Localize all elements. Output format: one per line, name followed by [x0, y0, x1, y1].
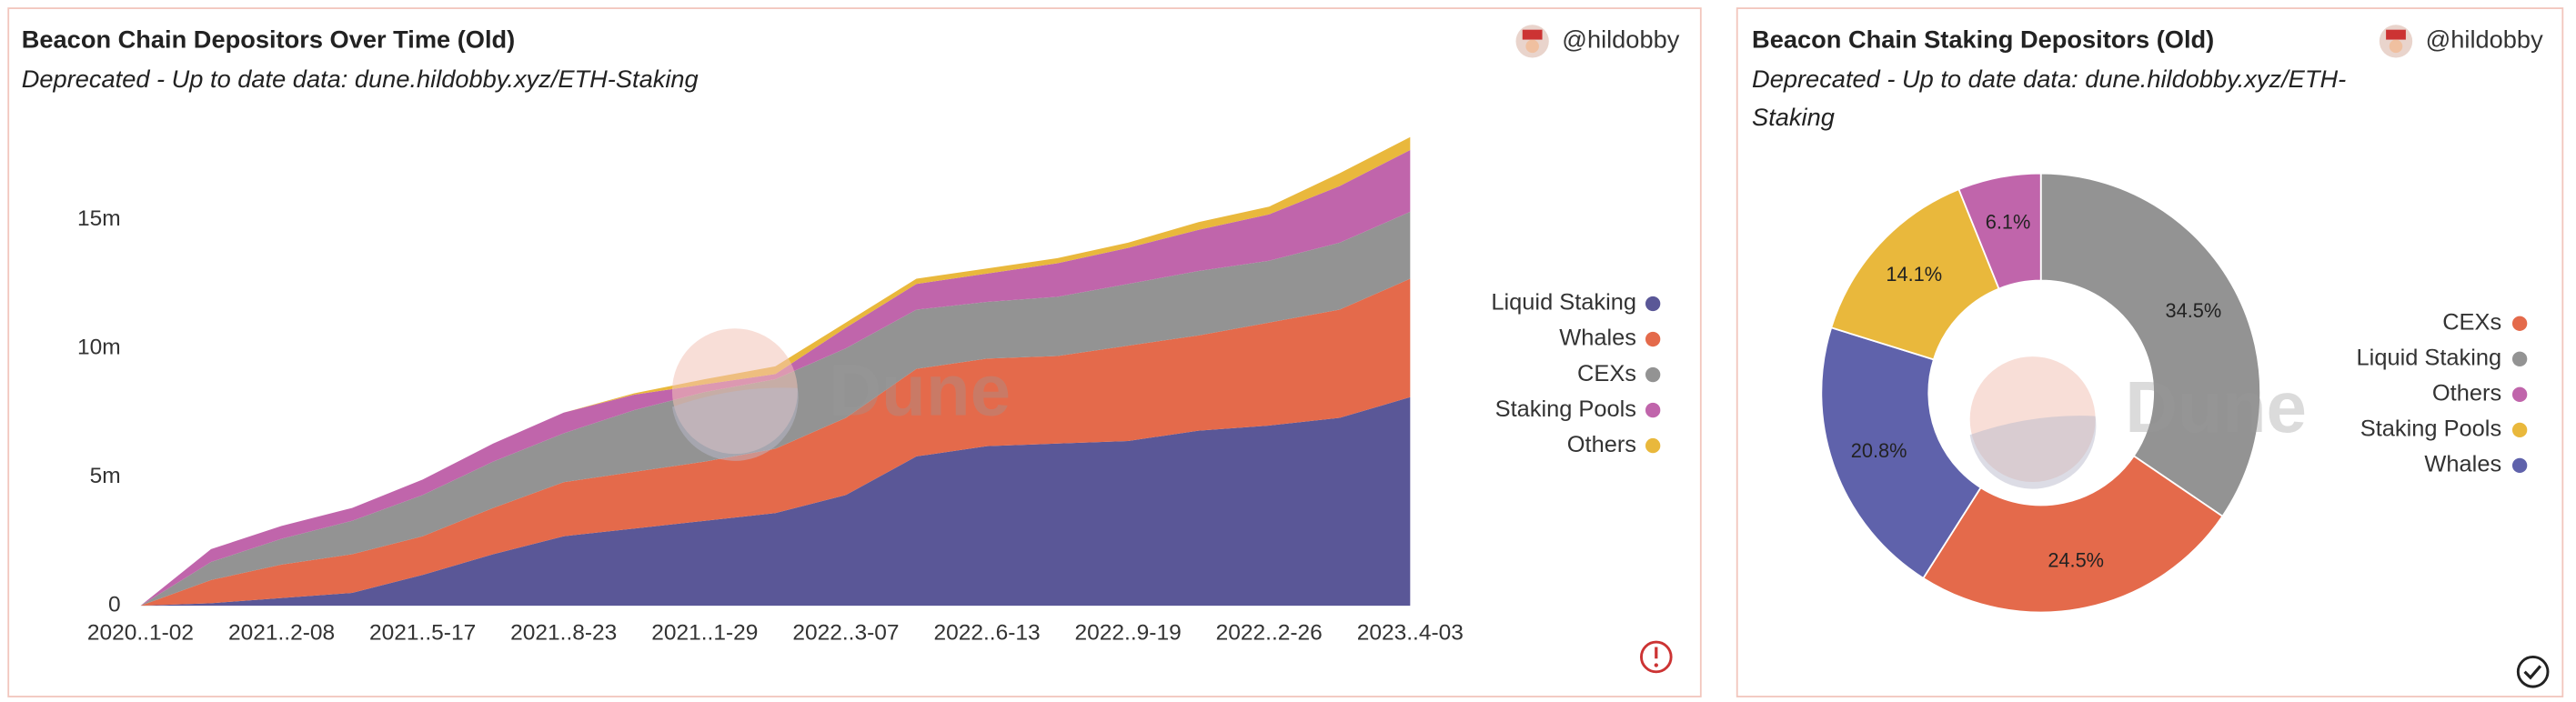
x-tick-label: 2021..2-08 [228, 621, 335, 646]
x-tick-label: 2021..8-23 [510, 621, 617, 646]
watermark-logo [671, 387, 799, 461]
slice [1922, 455, 2224, 614]
watermark: Dune [829, 350, 1011, 431]
y-tick-label: 0 [108, 593, 121, 617]
warning-icon[interactable] [1639, 640, 1673, 674]
legend-label: Staking Pools [2360, 416, 2501, 442]
avatar [2379, 25, 2413, 58]
legend-swatch [2511, 386, 2528, 402]
slice [1820, 326, 1982, 580]
slice-label: 14.1% [1886, 263, 1942, 286]
area [140, 278, 1411, 607]
x-tick-label: 2023..4-03 [1357, 621, 1464, 646]
slice-label: 20.8% [1851, 439, 1907, 462]
legend-swatch [2511, 457, 2528, 474]
y-tick-label: 10m [77, 335, 121, 359]
watermark-logo [1969, 416, 2097, 489]
legend-label: Whales [1559, 326, 1636, 351]
slice-label: 34.5% [2166, 299, 2222, 322]
legend-label: Others [1567, 432, 1636, 457]
area [140, 396, 1411, 607]
slice [2039, 172, 2262, 517]
chart-title: Beacon Chain Depositors Over Time (Old) [22, 25, 515, 54]
legend-label: Liquid Staking [1491, 290, 1636, 316]
x-tick-label: 2020..1-02 [87, 621, 194, 646]
slice-label: 24.5% [2048, 549, 2104, 572]
y-tick-label: 15m [77, 206, 121, 231]
legend-label: CEXs [2442, 309, 2501, 335]
x-tick-label: 2022..6-13 [933, 621, 1040, 646]
legend-swatch [1645, 437, 1661, 454]
legend-label: Whales [2424, 452, 2501, 477]
legend-swatch [1645, 296, 1661, 312]
legend-label: CEXs [1577, 361, 1636, 386]
legend-swatch [1645, 402, 1661, 418]
author: @hildobby [1562, 25, 1679, 54]
slice [1830, 187, 2000, 361]
chart-subtitle: Deprecated - Up to date data: dune.hildo… [1752, 65, 2346, 93]
legend-label: Others [2432, 381, 2501, 406]
legend-swatch [2511, 316, 2528, 331]
legend-swatch [2511, 351, 2528, 366]
slice-label: 6.1% [1986, 211, 2031, 234]
y-tick-label: 5m [90, 464, 121, 488]
x-tick-label: 2022..3-07 [792, 621, 899, 646]
check-icon[interactable] [2516, 655, 2550, 688]
x-tick-label: 2021..1-29 [651, 621, 758, 646]
legend-swatch [1645, 331, 1661, 347]
x-tick-label: 2021..5-17 [369, 621, 476, 646]
x-tick-label: 2022..2-26 [1216, 621, 1323, 646]
x-tick-label: 2022..9-19 [1075, 621, 1182, 646]
chart-subtitle: Deprecated - Up to date data: dune.hildo… [22, 65, 699, 93]
avatar [1515, 25, 1549, 58]
legend-label: Staking Pools [1495, 396, 1636, 422]
legend-swatch [1645, 366, 1661, 383]
author: @hildobby [2426, 25, 2543, 54]
legend-swatch [2511, 422, 2528, 438]
legend-label: Liquid Staking [2357, 346, 2502, 371]
chart-title: Beacon Chain Staking Depositors (Old) [1752, 25, 2214, 54]
watermark: Dune [2125, 366, 2307, 447]
chart-subtitle: Staking [1752, 103, 1835, 131]
slice [1957, 172, 2042, 290]
